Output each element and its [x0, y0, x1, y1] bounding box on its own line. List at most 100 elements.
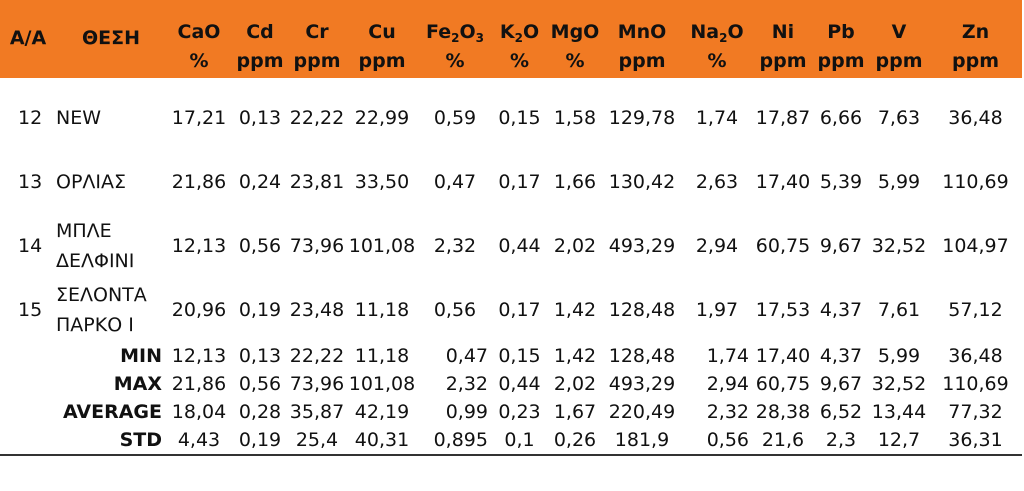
value-cell: 12,13 [171, 235, 227, 257]
value-cell: 0,17 [498, 299, 541, 321]
value-cell: 23,48 [289, 299, 345, 321]
stat-value-cell: 493,29 [608, 373, 676, 395]
value-cell: 73,96 [289, 235, 345, 257]
header-cao: CaO [166, 0, 232, 44]
table-row: 13 ΟΡΛΙΑΣ 21,86 0,24 23,81 33,50 0,47 0,17 1,66 1… [0, 150, 1022, 214]
value-cell: 4,37 [819, 299, 863, 321]
stat-value-cell: 181,9 [603, 426, 681, 456]
value-cell: 1,66 [553, 171, 597, 193]
stat-row-max: MAX 21,86 0,56 73,96 101,08 2,32 0,44 2,02 493,2… [0, 370, 1022, 398]
unit-cao: % [166, 44, 232, 78]
value-cell: 20,96 [171, 299, 227, 321]
header-cu: Cu [346, 0, 418, 44]
value-cell: 5,99 [877, 171, 921, 193]
value-cell: 129,78 [608, 107, 676, 129]
site-name-line1: ΜΠΛΕ [56, 220, 112, 242]
value-cell: 7,61 [877, 299, 921, 321]
stat-value-cell: 0,13 [238, 345, 282, 367]
stat-value-cell: 0,23 [498, 401, 541, 423]
value-cell: 0,15 [498, 107, 541, 129]
stat-row-min: MIN 12,13 0,13 22,22 11,18 0,47 0,15 1,42 128,48… [0, 342, 1022, 370]
site-name-line1: NEW [56, 107, 102, 129]
value-cell: 57,12 [948, 299, 1003, 321]
value-cell: 0,56 [238, 235, 282, 257]
spacer-row [0, 78, 1022, 86]
stat-value-cell: 0,99 [445, 401, 488, 423]
stat-value-cell: 2,32 [445, 373, 488, 395]
value-cell: 36,48 [948, 107, 1003, 129]
stat-value-cell: 4,37 [819, 345, 863, 367]
header-v: V [869, 0, 929, 44]
header-na2o: Na2O [681, 0, 753, 44]
stat-value-cell: 35,87 [289, 401, 345, 423]
value-cell: 17,21 [171, 107, 227, 129]
value-cell: 1,97 [695, 299, 739, 321]
stat-value-cell: 0,1 [492, 426, 547, 456]
stat-value-cell: 0,15 [498, 345, 541, 367]
header-zn: Zn [929, 0, 1022, 44]
row-number: 15 [18, 299, 43, 321]
stat-value-cell: 2,94 [706, 373, 749, 395]
header-mgo: MgO [547, 0, 603, 44]
site-name-line1: ΣΕΛΟΝΤΑ [56, 284, 147, 306]
stat-value-cell: 0,28 [238, 401, 282, 423]
unit-mgo: % [547, 44, 603, 78]
stat-value-cell: 36,48 [948, 345, 1003, 367]
value-cell: 33,50 [354, 171, 410, 193]
unit-v: ppm [869, 44, 929, 78]
stat-label: AVERAGE [62, 401, 162, 423]
stat-value-cell: 2,02 [553, 373, 597, 395]
stat-value-cell: 110,69 [942, 373, 1009, 395]
stat-value-cell: 42,19 [354, 401, 410, 423]
header-aa: Α/Α [0, 0, 56, 78]
stat-value-cell: 2,32 [706, 401, 749, 423]
site-name-line1: ΟΡΛΙΑΣ [56, 171, 127, 193]
row-number: 13 [18, 171, 43, 193]
value-cell: 2,32 [433, 235, 477, 257]
value-cell: 0,19 [238, 299, 282, 321]
stat-value-cell: 5,99 [877, 345, 921, 367]
row-number: 12 [18, 107, 43, 129]
stat-value-cell: 17,40 [755, 345, 811, 367]
unit-zn: ppm [929, 44, 1022, 78]
header-pb: Pb [813, 0, 869, 44]
value-cell: 17,87 [755, 107, 811, 129]
table-row: 12 NEW 17,21 0,13 22,22 22,99 0,59 0,15 1,58 129,… [0, 86, 1022, 150]
value-cell: 6,66 [819, 107, 863, 129]
value-cell: 1,74 [695, 107, 739, 129]
stat-row-average: AVERAGE 18,04 0,28 35,87 42,19 0,99 0,23 1,67 22… [0, 398, 1022, 426]
stat-value-cell: 21,86 [171, 373, 227, 395]
site-name-line2: ΠΑΡΚΟ Ι [56, 314, 134, 336]
stat-value-cell: 73,96 [289, 373, 345, 395]
stat-value-cell: 22,22 [289, 345, 345, 367]
value-cell: 2,94 [695, 235, 739, 257]
value-cell: 22,99 [354, 107, 410, 129]
unit-cr: ppm [288, 44, 346, 78]
header-ni: Ni [753, 0, 813, 44]
stat-value-cell: 77,32 [948, 401, 1003, 423]
unit-k2o: % [492, 44, 547, 78]
stat-row-std: STD 4,43 0,19 25,4 40,31 0,895 0,1 0,26 181,9 0,5… [0, 426, 1022, 456]
header-row-names: Α/Α ΘΕΣΗ CaO Cd Cr Cu Fe2O3 K2O MgO MnO … [0, 0, 1022, 78]
value-cell: 2,02 [553, 235, 597, 257]
table-row: 14 ΜΠΛΕ ΔΕΛΦΙΝΙ 12,13 0,56 73,96 101,08 2,32 0,4… [0, 214, 1022, 278]
site-name-line2: ΔΕΛΦΙΝΙ [56, 250, 135, 272]
stat-value-cell: 4,43 [166, 426, 232, 456]
stat-value-cell: 1,67 [553, 401, 597, 423]
stat-value-cell: 36,31 [929, 426, 1022, 456]
stat-value-cell: 0,56 [238, 373, 282, 395]
table-header: Α/Α ΘΕΣΗ CaO Cd Cr Cu Fe2O3 K2O MgO MnO … [0, 0, 1022, 78]
table-row: 15 ΣΕΛΟΝΤΑ ΠΑΡΚΟ Ι 20,96 0,19 23,48 11,18 0,56 0… [0, 278, 1022, 342]
stat-value-cell: 11,18 [354, 345, 410, 367]
stat-value-cell: 9,67 [819, 373, 863, 395]
site-name: NEW [56, 86, 166, 150]
value-cell: 493,29 [608, 235, 676, 257]
stat-value-cell: 60,75 [755, 373, 811, 395]
value-cell: 23,81 [289, 171, 345, 193]
header-thesi: ΘΕΣΗ [56, 0, 166, 78]
value-cell: 32,52 [871, 235, 927, 257]
value-cell: 1,42 [553, 299, 597, 321]
header-mno: MnO [603, 0, 681, 44]
stat-value-cell: 2,3 [813, 426, 869, 456]
value-cell: 2,63 [695, 171, 739, 193]
